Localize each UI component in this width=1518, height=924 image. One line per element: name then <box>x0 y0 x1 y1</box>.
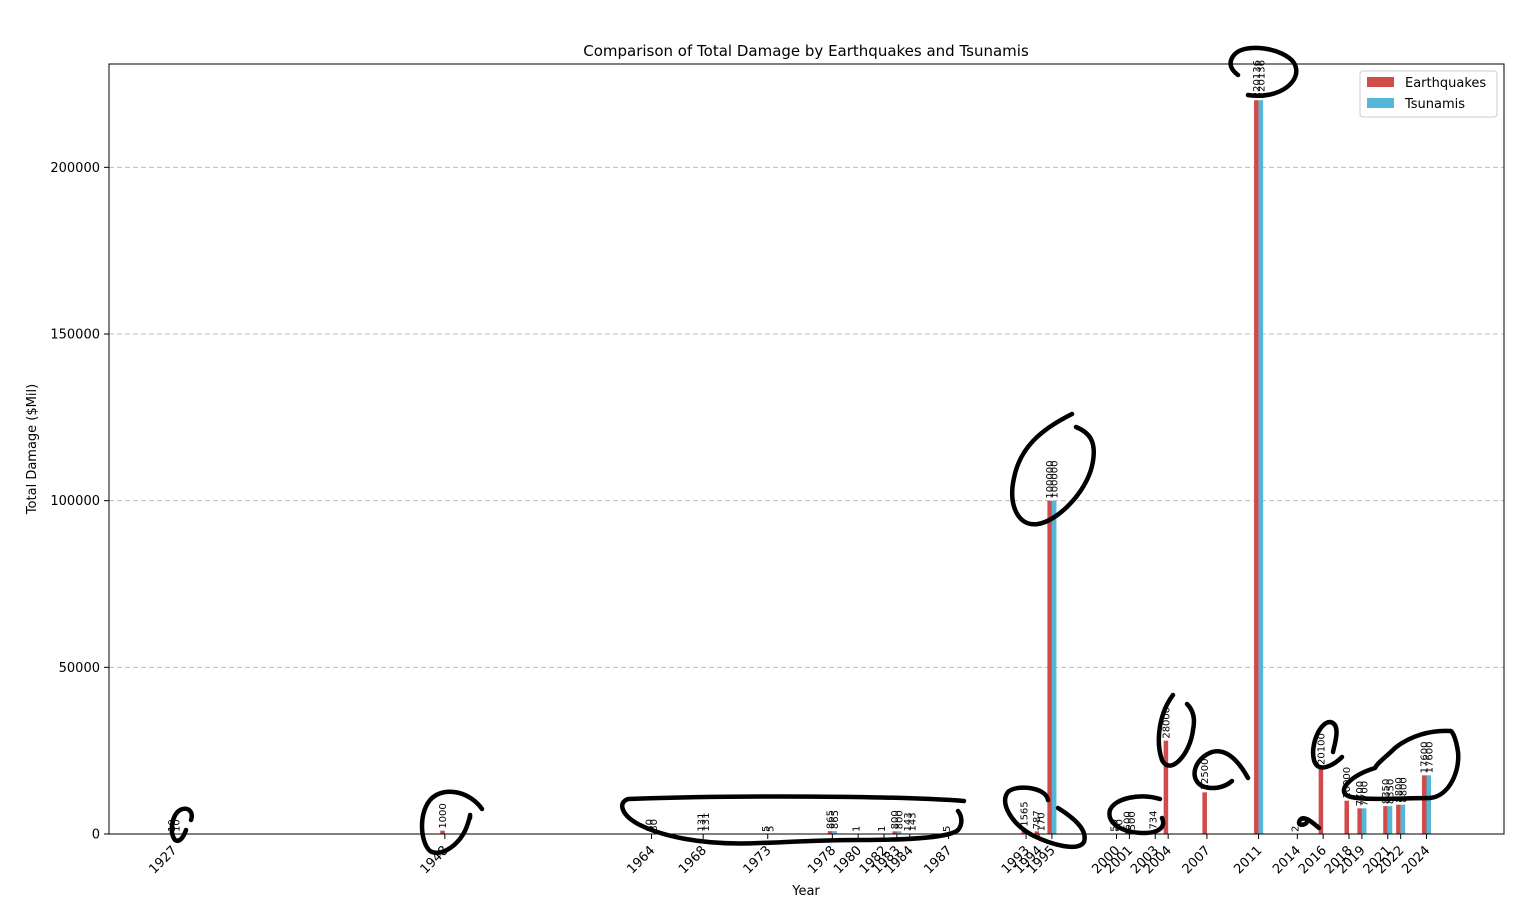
legend-swatch-tsunamis <box>1367 98 1394 108</box>
legend-label-earthquakes: Earthquakes <box>1405 76 1486 91</box>
data-label-tsunamis: 500 <box>1127 811 1138 830</box>
bar-tsunamis <box>1259 100 1264 834</box>
bar-tsunamis <box>1362 808 1367 834</box>
data-label-tsunamis: 865 <box>830 810 841 829</box>
data-label-earthquakes: 1000 <box>438 803 449 828</box>
data-label-tsunamis: 100000 <box>1050 460 1061 498</box>
data-label-tsunamis: 17600 <box>1424 742 1435 774</box>
bar-tsunamis <box>1427 775 1432 834</box>
bar-earthquakes <box>1396 805 1401 834</box>
y-tick-label: 50000 <box>59 661 100 676</box>
data-label-earthquakes: 1 <box>877 826 888 832</box>
bar-earthquakes <box>1254 100 1259 834</box>
bar-earthquakes <box>1202 792 1207 834</box>
bar-tsunamis <box>1401 805 1406 834</box>
chart-title: Comparison of Total Damage by Earthquake… <box>583 42 1029 60</box>
data-label-earthquakes: 1 <box>851 826 862 832</box>
bar-tsunamis <box>1388 806 1393 834</box>
bar-earthquakes <box>1047 501 1052 834</box>
data-label-tsunamis: 800 <box>895 810 906 829</box>
data-label-earthquakes: 1565 <box>1019 801 1030 826</box>
bar-earthquakes <box>1319 767 1324 834</box>
bar-tsunamis <box>1052 501 1057 834</box>
bar-earthquakes <box>1344 801 1349 834</box>
y-tick-label: 100000 <box>50 494 100 509</box>
legend: Earthquakes Tsunamis <box>1360 71 1497 117</box>
y-tick-label: 150000 <box>50 328 100 343</box>
data-label-earthquakes: 5 <box>942 826 953 832</box>
x-axis-label: Year <box>791 884 820 899</box>
data-label-tsunamis: 170 <box>1037 812 1048 831</box>
data-label-tsunamis: 143 <box>908 812 919 831</box>
data-label-tsunamis: 7700 <box>1360 781 1371 806</box>
legend-swatch-earthquakes <box>1367 77 1394 87</box>
legend-label-tsunamis: Tsunamis <box>1404 97 1465 112</box>
data-label-tsunamis: 131 <box>701 812 712 831</box>
data-label-tsunamis: 5 <box>766 826 777 832</box>
data-label-tsunamis: 220136 <box>1256 60 1267 98</box>
bar-earthquakes <box>1422 775 1427 834</box>
y-axis-label: Total Damage ($Mil) <box>25 384 40 515</box>
y-tick-label: 0 <box>92 828 100 843</box>
y-tick-label: 200000 <box>50 161 100 176</box>
bar-earthquakes <box>1383 806 1388 834</box>
bar-earthquakes <box>1357 808 1362 834</box>
data-label-earthquakes: 734 <box>1148 810 1159 829</box>
